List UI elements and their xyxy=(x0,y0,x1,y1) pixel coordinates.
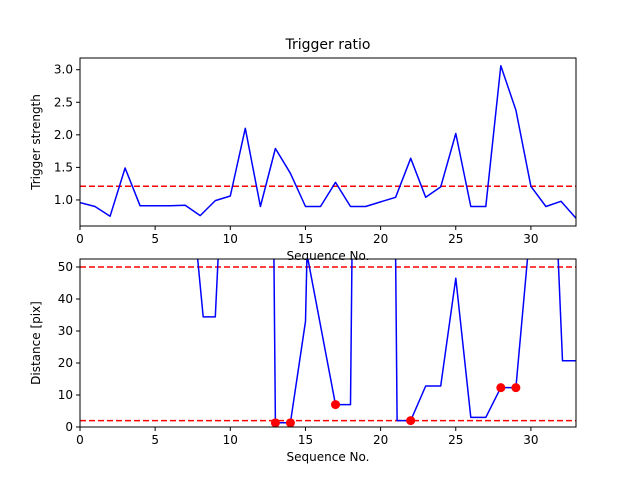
data-marker xyxy=(270,418,280,427)
axes-frame xyxy=(79,57,577,227)
x-tick-label: 30 xyxy=(523,433,538,447)
data-marker xyxy=(511,383,521,393)
y-tick-label: 3.0 xyxy=(54,63,73,77)
y-tick-label: 50 xyxy=(58,260,73,274)
data-marker xyxy=(331,400,341,410)
data-marker xyxy=(285,418,295,427)
x-tick-label: 20 xyxy=(373,433,388,447)
data-marker xyxy=(496,383,506,393)
x-tick-label: 0 xyxy=(76,433,84,447)
data-marker xyxy=(406,416,416,426)
x-tick-label: 10 xyxy=(223,232,238,246)
plot-area xyxy=(80,65,576,219)
series-line xyxy=(80,65,576,219)
y-axis-label: Trigger strength xyxy=(29,94,43,191)
x-tick-label: 0 xyxy=(76,232,84,246)
y-tick-label: 2.5 xyxy=(54,95,73,109)
axes-frame xyxy=(79,258,577,428)
y-tick-label: 2.0 xyxy=(54,128,73,142)
x-tick-label: 5 xyxy=(151,232,159,246)
y-axis-label: Distance [pix] xyxy=(29,301,43,385)
y-tick-label: 1.5 xyxy=(54,160,73,174)
x-tick-label: 25 xyxy=(448,433,463,447)
y-tick-label: 0 xyxy=(65,420,73,434)
x-axis-label: Sequence No. xyxy=(287,249,370,263)
x-axis-label: Sequence No. xyxy=(287,450,370,464)
y-tick-label: 30 xyxy=(58,324,73,338)
x-tick-label: 25 xyxy=(448,232,463,246)
y-tick-label: 40 xyxy=(58,292,73,306)
x-tick-label: 20 xyxy=(373,232,388,246)
x-tick-label: 15 xyxy=(298,232,313,246)
y-tick-label: 10 xyxy=(58,388,73,402)
y-tick-label: 20 xyxy=(58,356,73,370)
x-tick-label: 15 xyxy=(298,433,313,447)
x-tick-label: 30 xyxy=(523,232,538,246)
x-tick-label: 10 xyxy=(223,433,238,447)
x-tick-label: 5 xyxy=(151,433,159,447)
chart-title: Trigger ratio xyxy=(284,37,370,53)
y-tick-label: 1.0 xyxy=(54,193,73,207)
plot-area xyxy=(80,259,576,427)
distance-panel: 0 5 10 15 20 25 30 0 10 20 30 40 50 Sequence No. Dista… xyxy=(29,258,577,464)
